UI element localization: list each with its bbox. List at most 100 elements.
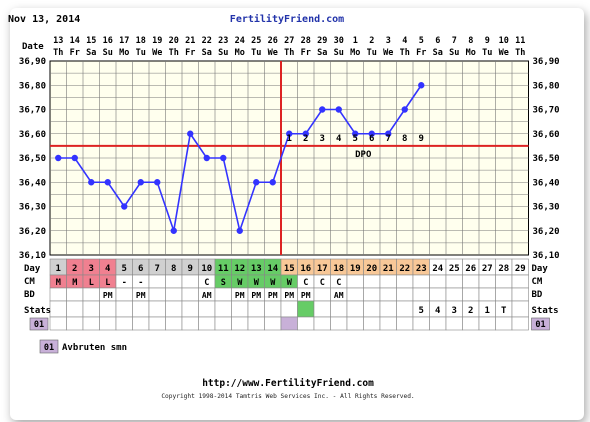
table-cell-stats <box>148 300 166 318</box>
y-tick-label-left: 36,70 <box>19 106 46 116</box>
table-cell-code <box>297 316 315 331</box>
y-tick-label-left: 36,30 <box>19 203 46 213</box>
dpo-number: 6 <box>369 134 374 144</box>
y-tick-label-left: 36,20 <box>19 227 46 237</box>
weekday-label: We <box>499 48 509 58</box>
row-label-day-left: Day <box>24 264 41 274</box>
table-cell-code <box>132 316 150 331</box>
weekday-label: Tu <box>251 48 261 58</box>
table-cell-code <box>214 316 232 331</box>
table-cell-cm <box>495 274 513 289</box>
temperature-point <box>104 179 111 186</box>
table-cell-code <box>49 316 67 331</box>
date-label: 18 <box>136 36 146 46</box>
date-label: 17 <box>119 36 129 46</box>
dpo-number: 3 <box>320 134 325 144</box>
row-label-bd-left: BD <box>24 290 35 300</box>
table-cell-stats <box>511 300 529 318</box>
row-label-date: Date <box>22 42 44 52</box>
temperature-point <box>253 179 260 186</box>
day-number: 16 <box>300 264 311 274</box>
table-cell-code <box>198 316 216 331</box>
weekday-label: Mo <box>119 48 129 58</box>
y-tick-label-left: 36,40 <box>19 178 46 188</box>
table-cell-stats <box>181 300 199 318</box>
cm-mark: S <box>221 278 226 288</box>
date-label: 6 <box>435 36 440 46</box>
date-label: 30 <box>334 36 344 46</box>
table-cell-cm <box>363 274 381 289</box>
weekday-label: Th <box>284 48 294 58</box>
weekday-label: Mo <box>350 48 360 58</box>
table-cell-code <box>429 316 447 331</box>
dpo-number: 5 <box>353 134 358 144</box>
weekday-label: Th <box>53 48 63 58</box>
table-cell-code <box>115 316 133 331</box>
day-number: 29 <box>515 264 526 274</box>
table-cell-stats <box>66 300 84 318</box>
weekday-label: Th <box>169 48 179 58</box>
table-cell-stats <box>165 300 183 318</box>
temperature-point <box>137 179 144 186</box>
temperature-point <box>335 106 342 113</box>
table-cell-cm <box>148 274 166 289</box>
legend-code: 01 <box>44 343 54 353</box>
date-label: 24 <box>235 36 245 46</box>
y-tick-label-right: 36,10 <box>533 251 560 261</box>
temperature-point <box>269 179 276 186</box>
cm-mark: C <box>204 278 209 288</box>
temperature-point <box>203 154 210 162</box>
table-cell-stats <box>280 300 298 318</box>
weekday-label: Sa <box>86 48 96 58</box>
y-tick-label-right: 36,40 <box>533 178 560 188</box>
day-number: 19 <box>350 264 361 274</box>
table-cell-cm <box>511 274 529 289</box>
weekday-label: Tu <box>136 48 146 58</box>
legend-swatch <box>39 339 59 354</box>
temperature-point <box>286 130 293 137</box>
table-cell-code <box>82 316 100 331</box>
cm-mark: L <box>105 278 110 288</box>
date-label: 20 <box>169 36 179 46</box>
cm-mark: - <box>138 278 143 288</box>
cm-mark: M <box>56 278 61 288</box>
header-date: Nov 13, 2014 <box>8 14 80 25</box>
dpo-number: 7 <box>386 134 391 144</box>
day-number: 22 <box>399 264 410 274</box>
temperature-point <box>55 154 62 162</box>
day-number: 14 <box>267 264 278 274</box>
weekday-label: Mo <box>466 48 476 58</box>
row-label-cm-right: CM <box>532 277 543 287</box>
day-number: 3 <box>89 264 94 274</box>
day-number: 21 <box>383 264 394 274</box>
table-cell-stats <box>49 300 67 318</box>
date-label: 8 <box>468 36 473 46</box>
table-cell-bd <box>181 287 199 302</box>
table-cell-bd <box>412 287 430 302</box>
day-number: 18 <box>333 264 344 274</box>
table-cell-bd <box>363 287 381 302</box>
table-cell-stats <box>363 300 381 318</box>
y-tick-label-left: 36,60 <box>19 130 46 140</box>
table-cell-stats <box>115 300 133 318</box>
table-cell-code <box>99 316 117 331</box>
dpo-number: 4 <box>336 134 342 144</box>
date-label: 16 <box>103 36 113 46</box>
y-tick-label-left: 36,50 <box>19 154 46 164</box>
table-cell-code <box>231 316 249 331</box>
day-number: 20 <box>366 264 377 274</box>
table-cell-code <box>346 316 364 331</box>
table-cell-bd <box>115 287 133 302</box>
table-cell-bd <box>511 287 529 302</box>
table-cell-cm <box>462 274 480 289</box>
y-tick-label-right: 36,90 <box>533 57 560 67</box>
legend-label: Avbruten smn <box>62 343 127 353</box>
table-cell-code <box>247 316 265 331</box>
date-label: 2 <box>369 36 374 46</box>
table-cell-bd <box>445 287 463 302</box>
table-cell-cm <box>181 274 199 289</box>
row-label-stats-right: Stats <box>532 306 559 316</box>
table-cell-bd <box>49 287 67 302</box>
